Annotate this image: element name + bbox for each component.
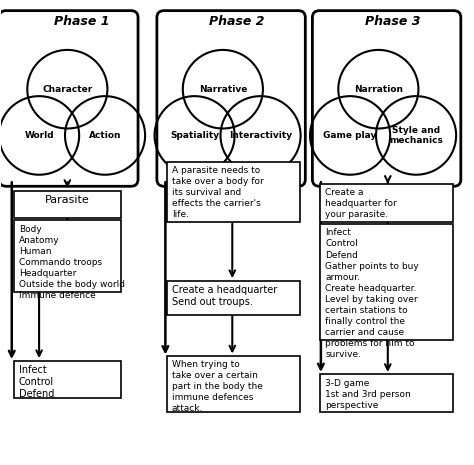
Text: Narrative: Narrative <box>199 85 247 94</box>
Text: Create a
headquarter for
your parasite.: Create a headquarter for your parasite. <box>325 188 397 219</box>
Text: 3-D game
1st and 3rd person
perspective: 3-D game 1st and 3rd person perspective <box>325 379 411 410</box>
FancyBboxPatch shape <box>167 280 300 315</box>
Text: Body
Anatomy
Human
Commando troops
Headquarter
Outside the body world
Immune def: Body Anatomy Human Commando troops Headq… <box>19 225 125 300</box>
FancyBboxPatch shape <box>320 374 453 412</box>
Text: Style and
mechanics: Style and mechanics <box>389 126 443 145</box>
Text: Game play: Game play <box>323 131 377 140</box>
FancyBboxPatch shape <box>167 162 300 222</box>
Text: When trying to
take over a certain
part in the body the
immune defences
attack.: When trying to take over a certain part … <box>172 360 263 413</box>
FancyBboxPatch shape <box>167 356 300 412</box>
Text: Create a headquarter
Send out troups.: Create a headquarter Send out troups. <box>172 285 277 307</box>
Text: Spatiality: Spatiality <box>170 131 219 140</box>
FancyBboxPatch shape <box>14 191 120 218</box>
Text: Infect
Control
Defend: Infect Control Defend <box>19 365 54 399</box>
Text: A parasite needs to
take over a body for
its survival and
effects the carrier's
: A parasite needs to take over a body for… <box>172 166 264 219</box>
Text: Phase 2: Phase 2 <box>209 15 265 28</box>
Text: Narration: Narration <box>354 85 403 94</box>
Text: Character: Character <box>42 85 92 94</box>
Text: Infect
Control
Defend
Gather points to buy
armour.
Create headquarter.
Level by : Infect Control Defend Gather points to b… <box>325 228 419 359</box>
Text: Parasite: Parasite <box>45 195 90 205</box>
Text: World: World <box>24 131 54 140</box>
Text: Action: Action <box>89 131 121 140</box>
FancyBboxPatch shape <box>320 224 453 340</box>
FancyBboxPatch shape <box>14 360 120 398</box>
Text: Phase 3: Phase 3 <box>365 15 420 28</box>
FancyBboxPatch shape <box>320 184 453 222</box>
FancyBboxPatch shape <box>14 220 120 292</box>
Text: Phase 1: Phase 1 <box>54 15 109 28</box>
Text: Interactivity: Interactivity <box>229 131 292 140</box>
